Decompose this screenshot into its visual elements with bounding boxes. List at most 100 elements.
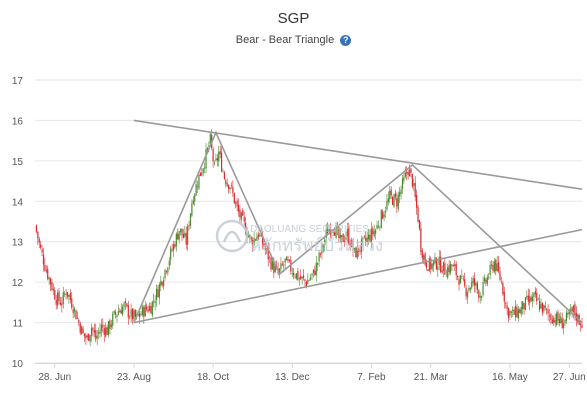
candle-body bbox=[300, 276, 302, 280]
candle-body bbox=[308, 280, 310, 281]
candle-body bbox=[68, 295, 70, 297]
candle-body bbox=[355, 247, 357, 258]
candle-body bbox=[99, 330, 101, 335]
candle-body bbox=[571, 307, 573, 312]
candle-body bbox=[541, 302, 544, 313]
candle-body bbox=[226, 183, 228, 186]
candle-body bbox=[157, 289, 159, 298]
candle-body bbox=[328, 229, 330, 232]
candle-body bbox=[164, 269, 166, 279]
candle-body bbox=[485, 279, 487, 283]
candle-body bbox=[346, 229, 348, 237]
candle-body bbox=[230, 185, 233, 186]
candle-body bbox=[362, 237, 364, 240]
candle-body bbox=[432, 261, 435, 266]
candle-body bbox=[435, 258, 438, 270]
candle-body bbox=[544, 305, 546, 308]
candle-body bbox=[413, 183, 415, 186]
candle-body bbox=[550, 314, 552, 320]
candle-body bbox=[269, 256, 271, 258]
candle-body bbox=[232, 186, 234, 193]
candle-body bbox=[122, 306, 124, 315]
candle-body bbox=[59, 302, 62, 305]
candle-body bbox=[366, 237, 368, 243]
candle-body bbox=[233, 193, 235, 204]
candle-body bbox=[510, 311, 512, 313]
candle-body bbox=[201, 172, 203, 176]
candle-body bbox=[423, 255, 425, 260]
candle-body bbox=[411, 174, 413, 187]
candle-body bbox=[291, 273, 293, 274]
candle-body bbox=[90, 327, 93, 336]
candle-body bbox=[205, 149, 207, 169]
candle-body bbox=[363, 236, 365, 237]
candle-body bbox=[537, 299, 539, 301]
candle-body bbox=[146, 306, 148, 310]
candle-body bbox=[257, 234, 259, 238]
candle-body bbox=[557, 312, 559, 321]
candle-body bbox=[466, 291, 469, 298]
candle-body bbox=[421, 250, 423, 258]
candle-body bbox=[280, 263, 282, 270]
axis-layer: 10 11 12 13 14 15 16 17 28. Jun 23. Aug 18. Oct 13.… bbox=[12, 76, 586, 383]
candle-body bbox=[379, 226, 381, 228]
candle-body bbox=[293, 272, 295, 276]
candle-body bbox=[471, 281, 473, 288]
candle-body bbox=[105, 327, 107, 337]
candle-body bbox=[278, 268, 281, 273]
candle-body bbox=[209, 134, 211, 144]
candle-body bbox=[442, 261, 445, 272]
candle-body bbox=[459, 275, 462, 284]
candle-body bbox=[261, 235, 264, 245]
candle-body bbox=[304, 279, 306, 282]
candle-body bbox=[252, 240, 254, 246]
candle-body bbox=[239, 209, 241, 218]
candle-body bbox=[103, 328, 105, 335]
candle-body bbox=[451, 264, 453, 267]
x-tick-label: 16. May bbox=[492, 372, 528, 383]
question-circle-icon[interactable]: ? bbox=[340, 35, 352, 46]
candle-body bbox=[172, 244, 175, 251]
candle-body bbox=[235, 202, 237, 204]
candle-body bbox=[138, 313, 141, 318]
candle-body bbox=[338, 226, 340, 238]
candle-body bbox=[158, 284, 160, 298]
candle-body bbox=[196, 186, 199, 188]
candle-body bbox=[213, 162, 216, 164]
candle-body bbox=[236, 200, 238, 207]
candle-body bbox=[531, 296, 534, 302]
candle-body bbox=[389, 190, 391, 200]
candle-body bbox=[151, 301, 153, 316]
candle-body bbox=[483, 277, 486, 282]
candle-body bbox=[100, 324, 103, 332]
candle-body bbox=[579, 323, 582, 325]
candle-body bbox=[307, 280, 309, 285]
candle-body bbox=[495, 259, 497, 271]
candle-body bbox=[377, 226, 380, 228]
y-tick-label: 12 bbox=[12, 278, 24, 289]
candle-body bbox=[486, 276, 488, 285]
candle-body bbox=[334, 232, 336, 236]
candle-body bbox=[440, 256, 442, 272]
candle-body bbox=[191, 202, 193, 216]
candle-body bbox=[524, 297, 527, 310]
y-tick-label: 11 bbox=[13, 319, 24, 330]
candle-body bbox=[35, 225, 38, 232]
candle-body bbox=[567, 313, 569, 315]
candle-body bbox=[202, 168, 204, 173]
candle-body bbox=[314, 270, 316, 276]
candle-body bbox=[52, 288, 54, 291]
candle-body bbox=[509, 310, 511, 316]
candle-body bbox=[174, 244, 176, 248]
candle-body bbox=[134, 310, 136, 317]
candle-body bbox=[564, 319, 566, 324]
candle-body bbox=[383, 214, 385, 218]
candle-body bbox=[554, 319, 556, 323]
candle-body bbox=[155, 288, 158, 301]
candle-body bbox=[127, 305, 129, 318]
candle-body bbox=[37, 231, 39, 239]
candle-body bbox=[242, 209, 244, 216]
candle-body bbox=[449, 263, 452, 273]
candle-body bbox=[396, 198, 398, 207]
candle-body bbox=[208, 145, 210, 147]
